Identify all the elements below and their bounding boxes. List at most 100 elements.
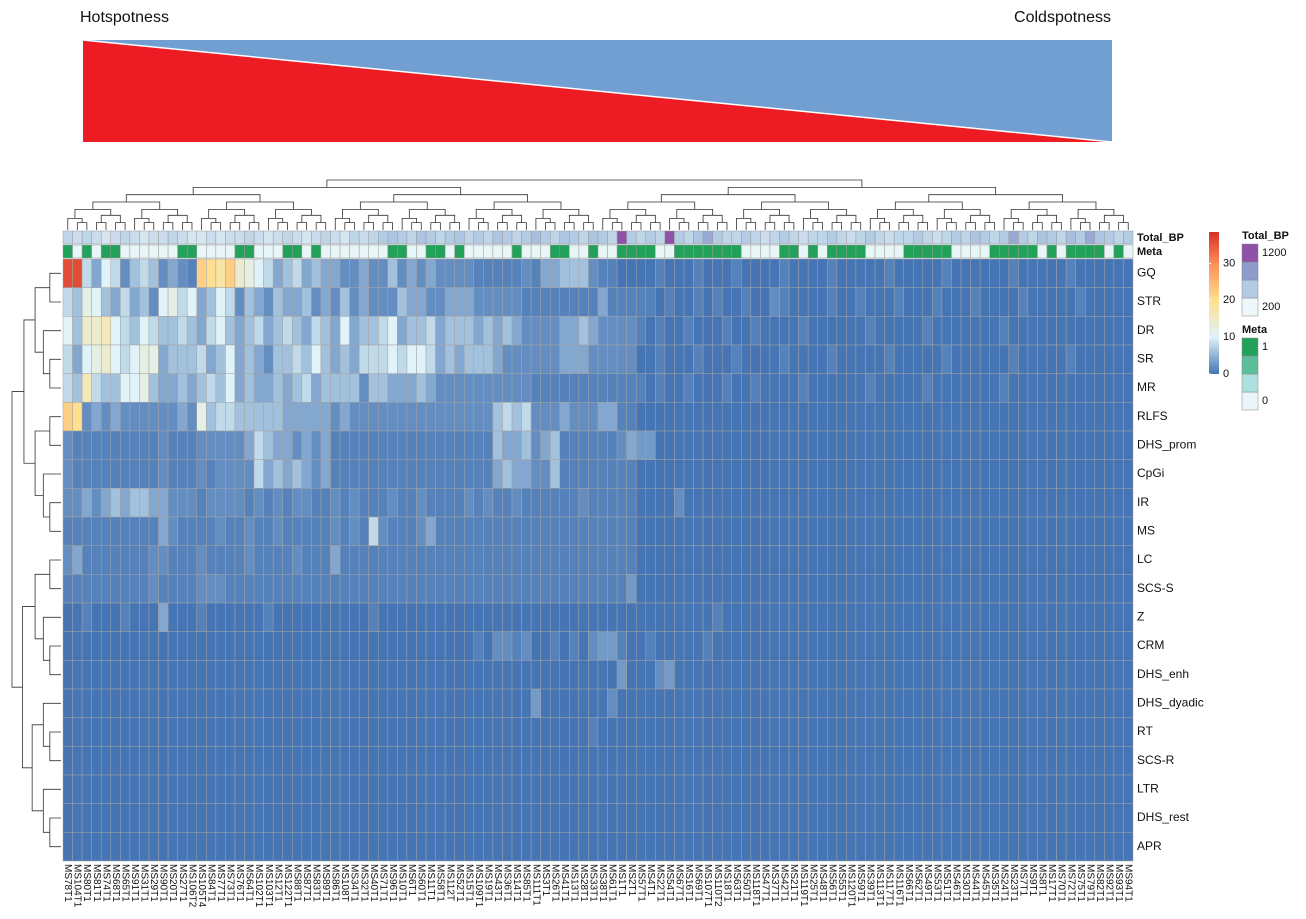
heatmap-cell [1018, 602, 1029, 632]
heatmap-cell [731, 258, 742, 288]
heatmap-cell [769, 774, 780, 804]
heatmap-cell [1056, 488, 1067, 518]
heatmap-cell [349, 316, 360, 346]
heatmap-cell [91, 488, 102, 518]
heatmap-cell [492, 488, 503, 518]
heatmap-cell [444, 459, 455, 489]
heatmap-cell [263, 402, 274, 432]
heatmap-cell [148, 832, 159, 862]
heatmap-cell [569, 774, 580, 804]
heatmap-cell [72, 774, 83, 804]
heatmap-cell [855, 688, 866, 718]
heatmap-cell [559, 832, 570, 862]
heatmap-cell [177, 373, 188, 403]
heatmap-cell [311, 344, 322, 374]
heatmap-cell [454, 430, 465, 460]
heatmap-cell [1065, 316, 1076, 346]
heatmap-cell [1018, 488, 1029, 518]
heatmap-cell [120, 459, 131, 489]
heatmap-cell [989, 774, 1000, 804]
column-label: MS104T1 [72, 864, 83, 908]
heatmap-cell [492, 459, 503, 489]
heatmap-cell [464, 717, 475, 747]
heatmap-cell [683, 602, 694, 632]
heatmap-cell [100, 660, 112, 690]
heatmap-cell [836, 660, 847, 690]
heatmap-cell [549, 459, 561, 489]
heatmap-cell [721, 316, 732, 346]
column-label: MS111T1 [530, 864, 541, 906]
heatmap-cell [817, 688, 828, 718]
heatmap-cell [683, 631, 694, 661]
heatmap-cell [387, 545, 398, 575]
heatmap-cell [607, 545, 618, 575]
heatmap-cell [798, 430, 809, 460]
heatmap-cell [855, 746, 866, 776]
heatmap-cell [339, 574, 350, 604]
heatmap-cell [272, 545, 283, 575]
heatmap-cell [320, 316, 331, 346]
heatmap-cell [320, 746, 331, 776]
heatmap-cell [836, 373, 847, 403]
heatmap-cell [206, 803, 217, 833]
heatmap-cell [120, 545, 131, 575]
heatmap-cell [731, 717, 742, 747]
heatmap-cell [559, 602, 570, 632]
heatmap-cell [960, 832, 971, 862]
heatmap-cell [855, 803, 866, 833]
column-label: MS41T1 [559, 864, 570, 902]
column-label: MS28T1 [578, 864, 589, 902]
heatmap-cell [798, 660, 809, 690]
heatmap-cell [282, 803, 293, 833]
heatmap-cell [120, 803, 131, 833]
heatmap-cell [225, 688, 236, 718]
heatmap-cell [807, 803, 818, 833]
heatmap-cell [779, 516, 790, 546]
heatmap-cell [397, 430, 408, 460]
heatmap-cell [922, 602, 933, 632]
heatmap-cell [798, 631, 809, 661]
heatmap-cell [683, 459, 694, 489]
heatmap-cell [702, 574, 713, 604]
heatmap-cell [435, 717, 446, 747]
heatmap-cell [846, 287, 857, 317]
heatmap-cell [234, 373, 245, 403]
heatmap-cell [865, 258, 876, 288]
heatmap-cell [530, 832, 541, 862]
heatmap-cell [893, 459, 904, 489]
heatmap-cell [741, 660, 752, 690]
column-label: MS13T1 [568, 864, 579, 902]
heatmap-cell [358, 344, 369, 374]
column-label: MS26T1 [549, 864, 560, 902]
annotation-cell [215, 230, 226, 245]
heatmap-cell [139, 287, 150, 317]
heatmap-cell [578, 774, 589, 804]
heatmap-cell [635, 459, 647, 489]
heatmap-cell [817, 631, 828, 661]
column-label: MS109T1 [473, 864, 484, 908]
heatmap-cell [836, 746, 847, 776]
heatmap-cell [846, 516, 857, 546]
heatmap-cell [645, 430, 656, 460]
heatmap-cell [884, 774, 895, 804]
heatmap-cell [569, 316, 580, 346]
heatmap-cell [960, 459, 971, 489]
column-label: MS57T1 [635, 864, 646, 902]
heatmap-cell [569, 545, 580, 575]
heatmap-cell [320, 574, 331, 604]
row-label: MS [1137, 524, 1155, 538]
heatmap-cell [712, 344, 723, 374]
heatmap-cell [741, 287, 752, 317]
annotation-cell [263, 244, 274, 259]
heatmap-cell [100, 574, 112, 604]
heatmap-cell [1094, 344, 1105, 374]
heatmap-cell [836, 545, 847, 575]
heatmap-cell [1056, 803, 1067, 833]
heatmap-cell [664, 430, 675, 460]
heatmap-cell [1056, 430, 1067, 460]
heatmap-cell [1046, 832, 1057, 862]
column-label: MS92T1 [1103, 864, 1114, 902]
heatmap-cell [444, 373, 455, 403]
heatmap-cell [951, 746, 962, 776]
heatmap-cell [139, 688, 150, 718]
